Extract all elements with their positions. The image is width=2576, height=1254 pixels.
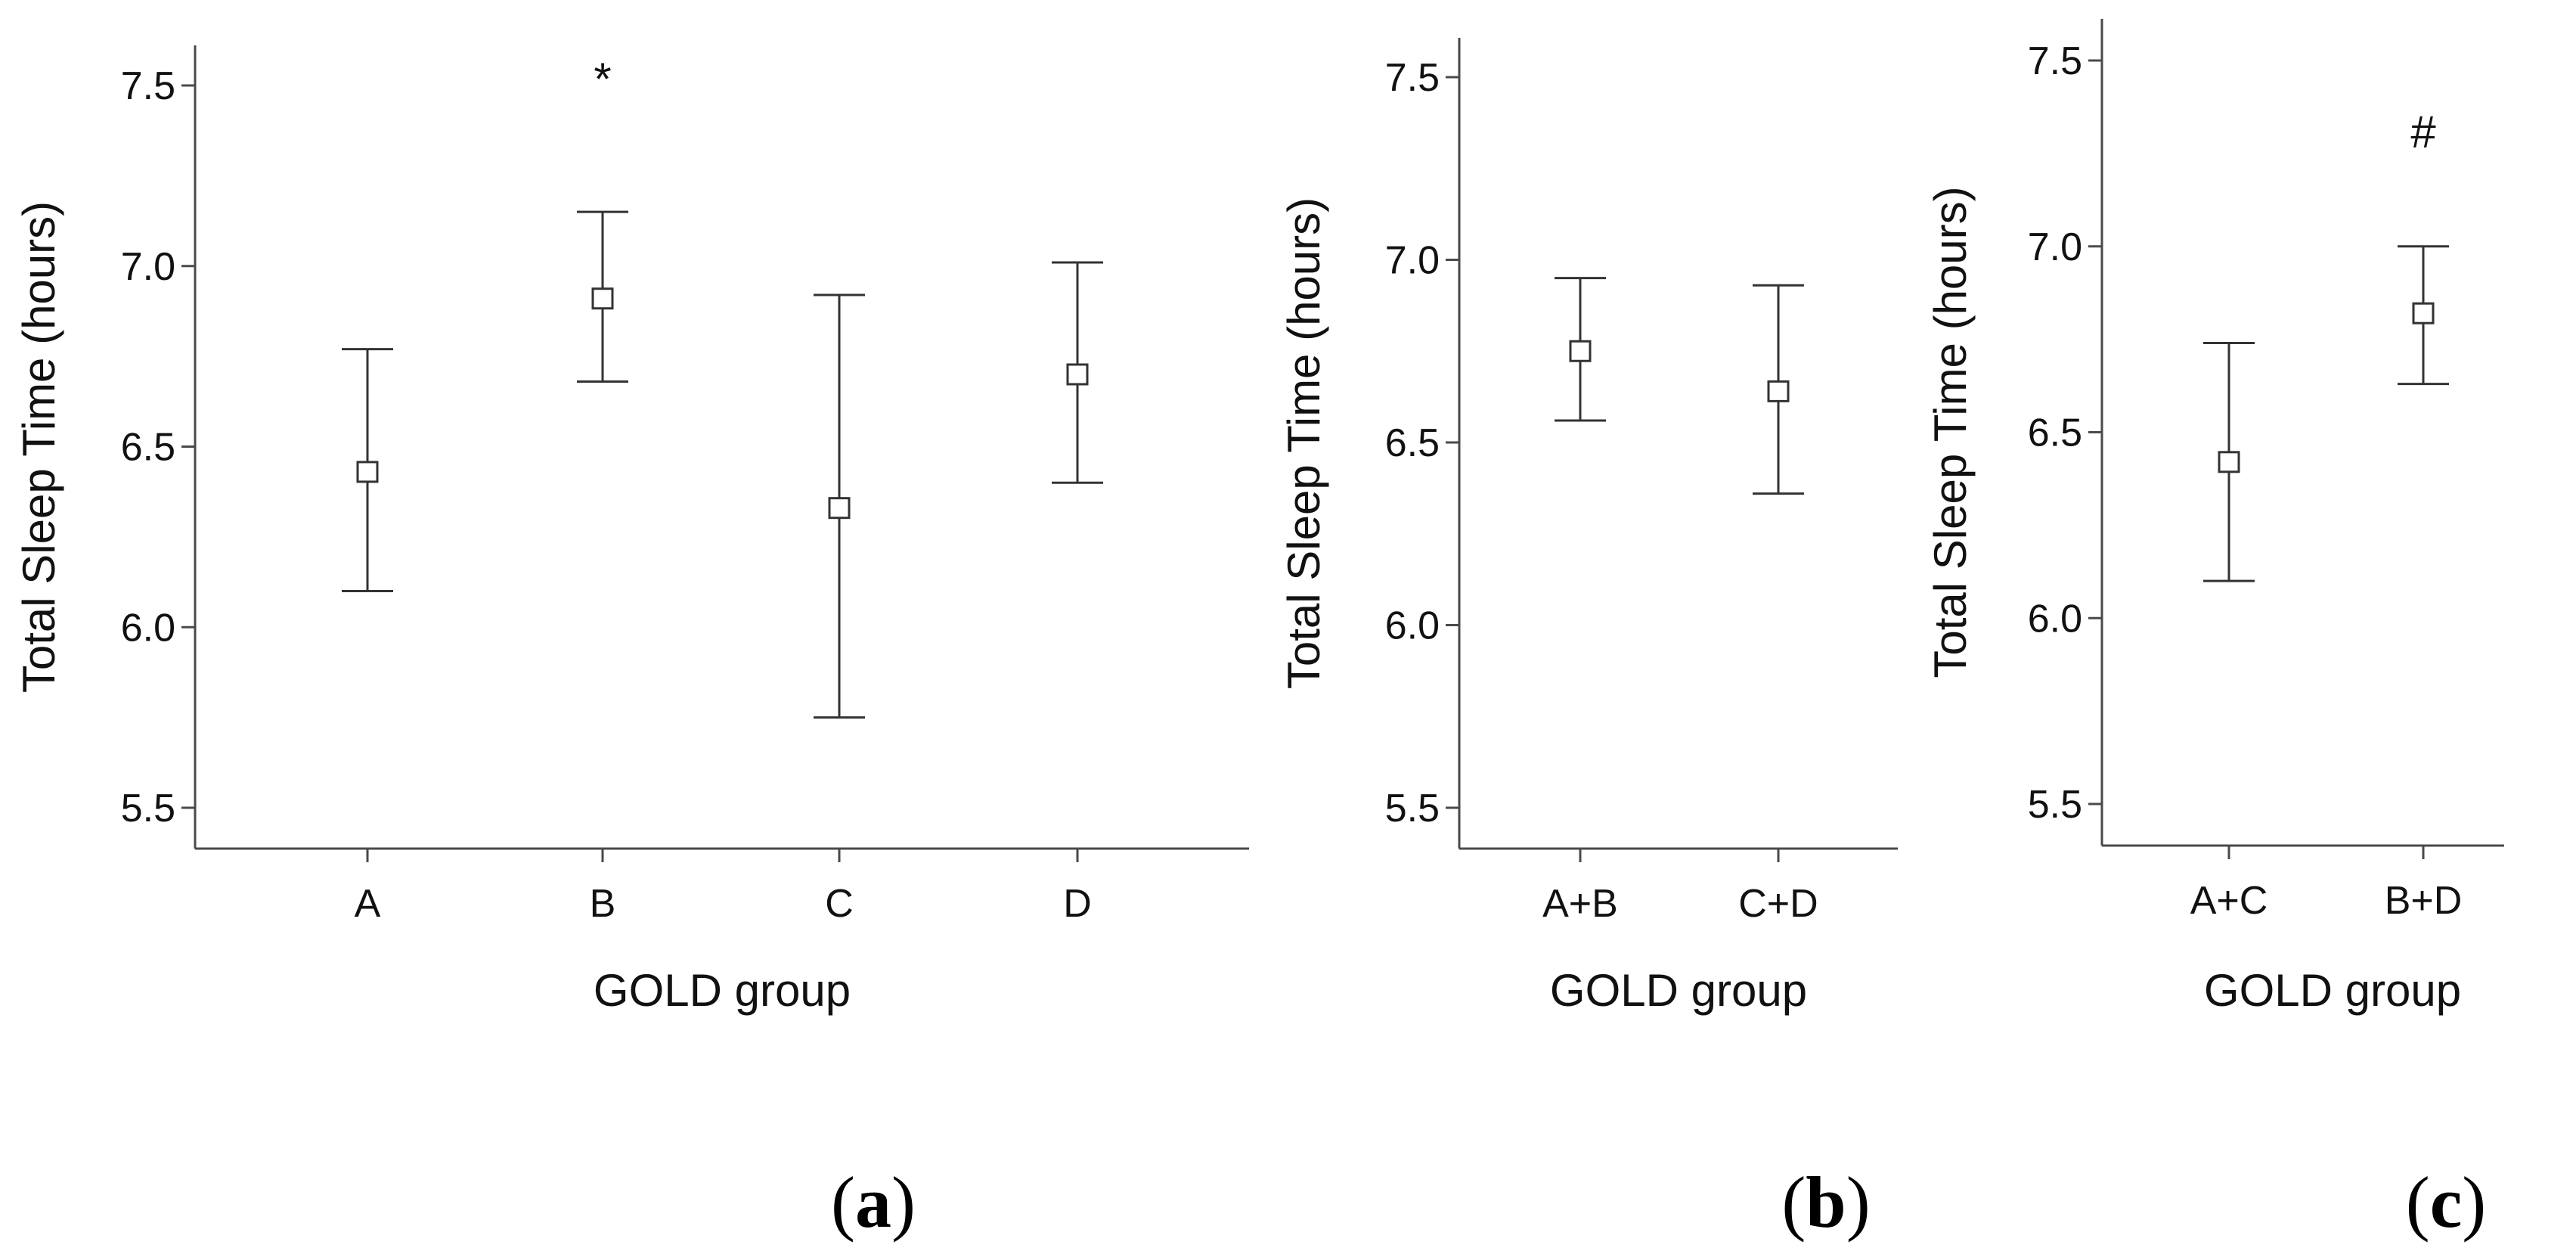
- y-tick-label: 7.5: [121, 64, 175, 108]
- y-axis-title: Total Sleep Time (hours): [1925, 186, 1976, 678]
- y-tick-label: 6.0: [2028, 597, 2082, 641]
- panel-label: (c): [2406, 1162, 2487, 1243]
- x-axis-title: GOLD group: [594, 965, 851, 1016]
- mean-marker: [1767, 380, 1790, 402]
- x-tick-label: A+C: [2190, 879, 2268, 923]
- chart-panel-c: 5.5 6.0 6.5 7.0 7.5 Total Sleep Time (hours) A…: [1925, 19, 2504, 1243]
- y-tick-label: 7.0: [1385, 239, 1440, 283]
- y-tick-label: 7.5: [2028, 39, 2082, 83]
- y-tick-label: 7.5: [1385, 56, 1440, 100]
- chart-panel-a: 5.5 6.0 6.5 7.0 7.5 Total Sleep Time (hours) A…: [14, 45, 1249, 1243]
- mean-marker: [828, 497, 851, 520]
- mean-marker: [1569, 340, 1592, 362]
- y-tick-label: 5.5: [2028, 783, 2082, 827]
- panel-label: (b): [1781, 1162, 1870, 1243]
- x-tick-label: C: [825, 882, 854, 926]
- significance-mark: *: [594, 54, 611, 104]
- x-tick-label: C+D: [1738, 882, 1818, 926]
- x-tick-label: B: [590, 882, 616, 926]
- y-tick-label: 7.0: [121, 245, 175, 289]
- y-tick-label: 6.5: [2028, 411, 2082, 455]
- y-tick-label: 6.0: [1385, 604, 1440, 648]
- x-tick-label: A: [355, 882, 381, 926]
- panel-label: (a): [831, 1162, 916, 1243]
- mean-marker: [356, 461, 379, 483]
- mean-marker: [2218, 451, 2240, 473]
- y-tick-label: 6.5: [1385, 421, 1440, 465]
- mean-marker: [591, 287, 614, 310]
- y-axis-title: Total Sleep Time (hours): [14, 201, 64, 693]
- y-tick-label: 6.0: [121, 606, 175, 650]
- x-tick-label: B+D: [2385, 879, 2463, 923]
- x-axis-title: GOLD group: [1550, 965, 1807, 1016]
- y-tick-label: 7.0: [2028, 225, 2082, 269]
- y-tick-label: 5.5: [121, 787, 175, 830]
- x-tick-label: D: [1063, 882, 1092, 926]
- mean-marker: [1066, 363, 1089, 386]
- x-tick-label: A+B: [1542, 882, 1618, 926]
- mean-marker: [2412, 302, 2435, 324]
- y-axis-title: Total Sleep Time (hours): [1279, 197, 1329, 689]
- y-tick-label: 6.5: [121, 426, 175, 470]
- chart-panel-b: 5.5 6.0 6.5 7.0 7.5 Total Sleep Time (hours) A…: [1279, 38, 1898, 1243]
- significance-mark: #: [2410, 107, 2436, 157]
- y-tick-label: 5.5: [1385, 787, 1440, 830]
- x-axis-title: GOLD group: [2204, 965, 2461, 1016]
